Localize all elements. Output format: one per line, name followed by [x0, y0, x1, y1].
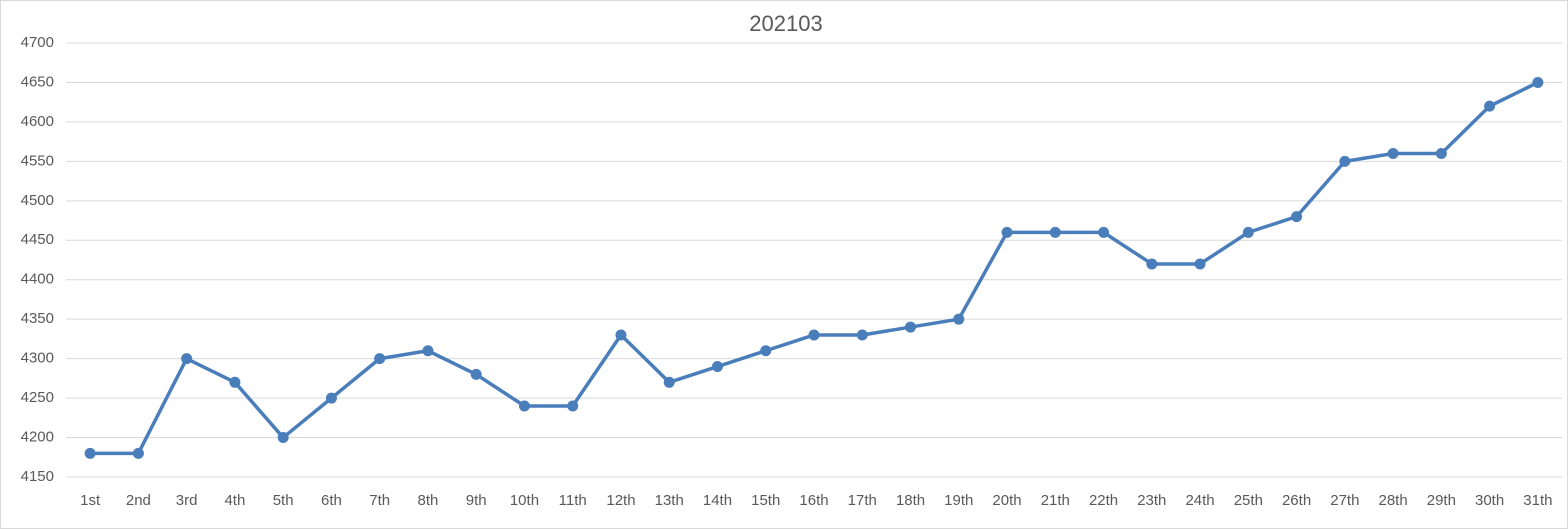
x-tick-label: 12th: [606, 492, 635, 509]
data-point: [1387, 147, 1399, 159]
y-tick-label: 4500: [21, 192, 54, 209]
data-point: [1049, 226, 1061, 238]
data-point: [905, 321, 917, 333]
y-tick-label: 4300: [21, 350, 54, 367]
data-point: [1001, 226, 1013, 238]
x-tick-label: 26th: [1282, 492, 1311, 509]
y-tick-label: 4700: [21, 34, 54, 51]
x-tick-label: 25th: [1234, 492, 1263, 509]
y-tick-label: 4550: [21, 152, 54, 169]
x-tick-label: 11th: [559, 492, 587, 509]
y-tick-label: 4400: [21, 271, 54, 288]
chart-title: 202103: [749, 11, 822, 36]
x-tick-label: 29th: [1427, 492, 1456, 509]
data-point: [181, 353, 193, 365]
x-tick-label: 7th: [369, 492, 390, 509]
y-tick-label: 4150: [21, 468, 54, 485]
data-point: [1484, 100, 1496, 112]
x-tick-label: 18th: [896, 492, 925, 509]
data-point: [1146, 258, 1158, 270]
x-tick-label: 22th: [1089, 492, 1118, 509]
x-tick-label: 19th: [944, 492, 973, 509]
data-point: [808, 329, 820, 341]
data-point: [132, 447, 144, 459]
x-tick-label: 5th: [273, 492, 294, 509]
y-tick-label: 4450: [21, 231, 54, 248]
x-tick-label: 20th: [992, 492, 1021, 509]
data-point: [1194, 258, 1206, 270]
x-tick-label: 24th: [1185, 492, 1214, 509]
data-point: [1532, 76, 1544, 88]
data-point: [615, 329, 627, 341]
data-point: [567, 400, 579, 412]
data-point: [374, 353, 386, 365]
x-tick-label: 27th: [1330, 492, 1359, 509]
x-tick-label: 2nd: [126, 492, 151, 509]
x-tick-label: 13th: [655, 492, 684, 509]
x-tick-label: 9th: [466, 492, 487, 509]
x-tick-label: 14th: [703, 492, 732, 509]
x-tick-label: 28th: [1378, 492, 1407, 509]
y-tick-label: 4250: [21, 389, 54, 406]
y-tick-label: 4600: [21, 113, 54, 130]
x-tick-label: 21th: [1041, 492, 1070, 509]
data-point: [325, 392, 337, 404]
x-tick-label: 23th: [1137, 492, 1166, 509]
data-point: [953, 313, 965, 325]
x-tick-label: 15th: [751, 492, 780, 509]
data-point: [1339, 155, 1351, 167]
data-point: [1291, 211, 1303, 223]
y-tick-label: 4350: [21, 310, 54, 327]
x-tick-label: 17th: [848, 492, 877, 509]
x-tick-label: 8th: [418, 492, 439, 509]
data-point: [1435, 147, 1447, 159]
data-point: [229, 376, 241, 388]
data-point: [711, 361, 723, 373]
y-tick-label: 4650: [21, 73, 54, 90]
data-point: [1242, 226, 1254, 238]
data-point: [470, 368, 482, 380]
data-point: [856, 329, 868, 341]
data-point: [422, 345, 434, 357]
x-tick-label: 30th: [1475, 492, 1504, 509]
data-point: [1098, 226, 1110, 238]
data-point: [84, 447, 96, 459]
y-tick-label: 4200: [21, 429, 54, 446]
x-tick-label: 1st: [80, 492, 101, 509]
x-tick-label: 6th: [321, 492, 342, 509]
x-tick-label: 3rd: [176, 492, 198, 509]
x-tick-label: 31th: [1523, 492, 1552, 509]
data-point: [663, 376, 675, 388]
data-point: [760, 345, 772, 357]
x-tick-label: 10th: [510, 492, 539, 509]
data-point: [518, 400, 530, 412]
x-tick-label: 16th: [799, 492, 828, 509]
x-tick-label: 4th: [224, 492, 245, 509]
data-point: [277, 432, 289, 444]
